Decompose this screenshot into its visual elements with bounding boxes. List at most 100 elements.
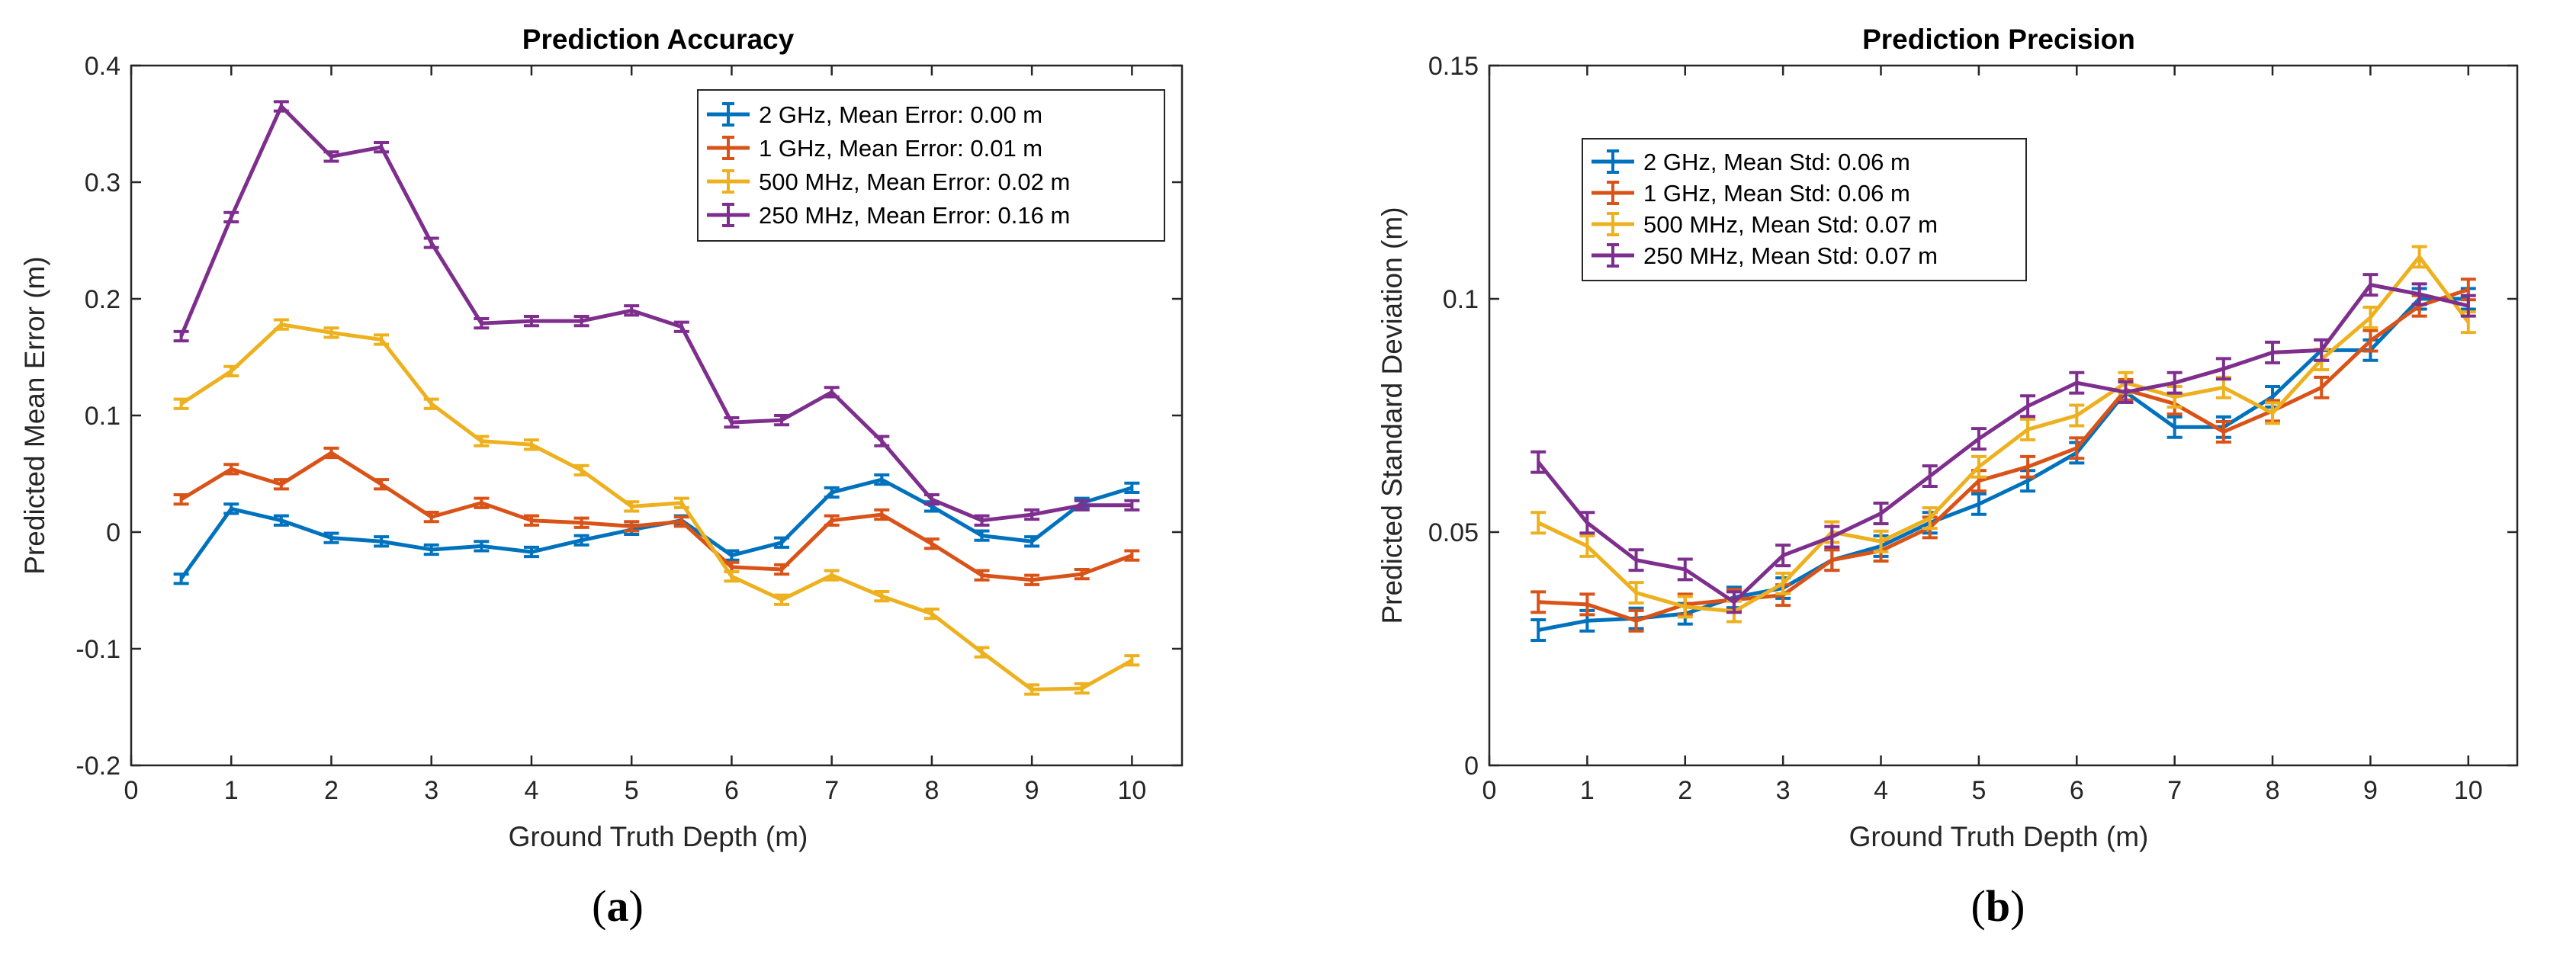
error-bar-point	[1971, 454, 1987, 479]
error-bar-point	[374, 140, 390, 154]
error-bar-point	[774, 593, 790, 606]
x-tick-label: 1	[224, 776, 239, 805]
legend-label: 500 MHz, Mean Std: 0.07 m	[1643, 211, 1938, 238]
error-bar-point	[774, 536, 790, 549]
error-bar-point	[1971, 427, 1987, 451]
error-bar-point	[2215, 419, 2231, 444]
error-bar-point	[223, 364, 239, 377]
x-tick-label: 3	[424, 776, 438, 805]
y-axis-label: Predicted Standard Deviation (m)	[1376, 207, 1408, 624]
legend-label: 250 MHz, Mean Std: 0.07 m	[1643, 242, 1938, 269]
error-bar-point	[1873, 502, 1889, 525]
error-bar-point	[673, 515, 689, 528]
y-tick-label: 0.15	[1428, 52, 1479, 81]
error-bar-point	[1579, 511, 1595, 535]
error-bar-point	[374, 478, 390, 491]
error-bar-point	[824, 514, 840, 527]
chart-title: Prediction Accuracy	[522, 24, 795, 55]
error-bar-point	[2069, 436, 2085, 460]
error-bar-point	[173, 397, 189, 410]
legend-item: 250 MHz, Mean Std: 0.07 m	[1592, 242, 1938, 269]
error-bar-point	[1024, 508, 1040, 521]
error-bar-point	[1531, 450, 1547, 474]
y-tick-label: 0	[106, 518, 120, 547]
series-group	[1531, 245, 2476, 642]
series-4	[1531, 273, 2476, 614]
x-tick-label: 4	[1874, 776, 1888, 805]
series-line	[1537, 297, 2468, 632]
error-bar-point	[2020, 454, 2036, 479]
error-bar-point	[874, 508, 890, 521]
error-bar-point	[223, 463, 239, 476]
x-axis-label: Ground Truth Depth (m)	[509, 821, 808, 852]
legend-item: 250 MHz, Mean Error: 0.16 m	[707, 202, 1070, 229]
legend-label: 2 GHz, Mean Error: 0.00 m	[759, 101, 1042, 128]
series-line	[180, 322, 1133, 692]
series-line	[1537, 255, 2470, 614]
error-bar-point	[1922, 464, 1938, 489]
series-4	[173, 100, 1140, 527]
error-bar-point	[1074, 499, 1090, 512]
error-bar-point	[673, 320, 689, 333]
error-bar-point	[2314, 338, 2330, 362]
legend-item: 2 GHz, Mean Std: 0.06 m	[1592, 149, 1910, 175]
x-tick-label: 4	[524, 776, 538, 805]
x-tick-label: 5	[625, 776, 639, 805]
chart-prediction-accuracy: Prediction Accuracy 0 1 2 3 4 5 6 7 8 9 10 -0.2 -0.1…	[19, 24, 1184, 931]
error-bar-point	[874, 473, 890, 486]
legend-label: 500 MHz, Mean Error: 0.02 m	[759, 168, 1070, 195]
tick-marks	[1488, 64, 2517, 767]
error-bar-point	[774, 414, 790, 427]
error-bar-point	[523, 438, 539, 451]
error-bar-point	[323, 531, 339, 544]
error-bar-point	[1124, 499, 1140, 512]
error-bar-point	[1579, 534, 1595, 558]
error-bar-point	[2118, 380, 2134, 404]
error-bar-point	[273, 100, 289, 113]
error-bar-point	[2314, 375, 2330, 399]
error-bar-point	[1024, 683, 1040, 696]
x-tick-label: 9	[2363, 776, 2378, 805]
legend-box	[1582, 138, 2027, 281]
error-bar-point	[474, 496, 490, 509]
series-3	[173, 318, 1140, 696]
error-bar-point	[523, 514, 539, 527]
error-bar-point	[2362, 329, 2378, 353]
legend-label: 250 MHz, Mean Error: 0.16 m	[759, 202, 1070, 229]
error-bar-point	[824, 486, 840, 499]
x-tick-label: 3	[1776, 776, 1791, 805]
legend-label: 1 GHz, Mean Error: 0.01 m	[759, 135, 1042, 162]
error-bar-point	[2265, 340, 2281, 364]
legend-item: 500 MHz, Mean Error: 0.02 m	[707, 168, 1070, 195]
error-bar-point	[1922, 506, 1938, 531]
error-bar-point	[173, 573, 189, 585]
error-bar-point	[1628, 608, 1644, 633]
error-bar-point	[523, 314, 539, 328]
error-bar-point	[2215, 357, 2231, 381]
error-bar-point	[374, 535, 390, 548]
x-tick-label: 10	[1117, 776, 1146, 805]
error-bar-point	[974, 529, 990, 542]
series-group	[173, 100, 1140, 696]
x-tick-label: 1	[1580, 776, 1595, 805]
chart-prediction-precision: Prediction Precision 0 1 2 3 4 5 6 7 8 9 10 0 0.05 0.…	[1376, 24, 2519, 931]
error-bar-point	[1124, 549, 1140, 562]
error-bar-point	[624, 304, 640, 317]
error-bar-point	[2460, 293, 2476, 318]
error-bar-point	[1726, 590, 1742, 614]
tick-labels: 0 1 2 3 4 5 6 7 8 9 10 0 0.05 0.1 0.15	[1428, 52, 2483, 805]
error-bar-point	[423, 510, 439, 524]
legend: 2 GHz, Mean Std: 0.06 m 1 GHz, Mean Std: …	[1582, 138, 2027, 281]
y-tick-label: 0.4	[85, 52, 120, 81]
error-bar-point	[2411, 282, 2427, 306]
error-bar-point	[1628, 548, 1644, 573]
error-bar-point	[1024, 535, 1040, 548]
series-line	[1538, 287, 2469, 623]
error-bar-point	[724, 570, 740, 583]
error-bar-point	[474, 435, 490, 447]
error-bar-point	[673, 496, 689, 509]
error-bar-point	[423, 236, 439, 249]
y-tick-label: 0.1	[1443, 285, 1479, 314]
error-bar-point	[974, 569, 990, 582]
x-tick-label: 7	[2167, 776, 2182, 805]
